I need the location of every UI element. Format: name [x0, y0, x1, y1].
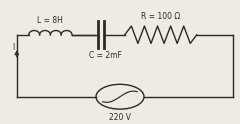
Text: I: I	[12, 43, 14, 52]
Text: L = 8H: L = 8H	[37, 16, 63, 25]
Text: 220 V: 220 V	[109, 113, 131, 122]
Text: C = 2mF: C = 2mF	[89, 51, 122, 60]
Text: R = 100 Ω: R = 100 Ω	[141, 12, 180, 21]
